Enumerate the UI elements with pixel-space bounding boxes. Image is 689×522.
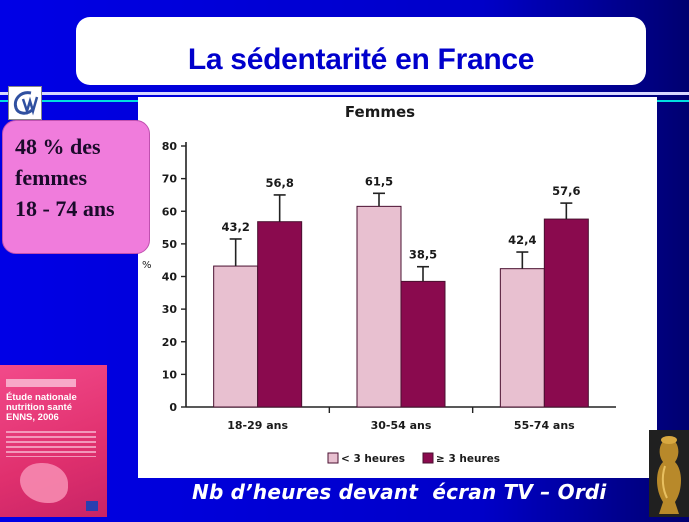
y-axis-label: % xyxy=(142,260,152,271)
data-label: 43,2 xyxy=(221,220,249,234)
callout-line: femmes xyxy=(15,165,88,190)
y-tick-label: 30 xyxy=(162,303,178,316)
bar xyxy=(356,205,402,408)
y-tick-label: 10 xyxy=(162,368,178,381)
y-tick-label: 50 xyxy=(162,238,178,251)
y-tick-label: 70 xyxy=(162,173,178,186)
book-title: Étude nationale nutrition santé ENNS, 20… xyxy=(6,393,104,423)
y-tick-label: 80 xyxy=(162,140,178,153)
bars: 43,2 56,8 61,5 38,5 42,4 57,6 xyxy=(213,174,589,408)
y-tick-label: 60 xyxy=(162,205,178,218)
vase-image xyxy=(649,430,689,517)
bar-chart: Femmes % 0 10 20 30 40 50 60 70 80 18-29 ans 30-54… xyxy=(142,103,616,465)
bar xyxy=(543,218,589,408)
book-title-line: Étude nationale xyxy=(6,392,77,403)
footer-caption: Nb d’heures devant écran TV – Ordi xyxy=(192,480,607,504)
slide-title: La sédentarité en France xyxy=(187,43,535,76)
book-header-bar xyxy=(6,379,76,387)
data-label: 61,5 xyxy=(365,174,393,188)
book-title-line: nutrition santé xyxy=(6,402,72,413)
callout-line: 48 % des xyxy=(15,134,101,159)
report-cover-image: Étude nationale nutrition santé ENNS, 20… xyxy=(0,365,107,517)
bar xyxy=(213,265,259,408)
axes: 0 10 20 30 40 50 60 70 80 18-29 ans 30-54 ans 55-74… xyxy=(162,140,616,432)
data-label: 42,4 xyxy=(508,233,536,247)
bar xyxy=(257,221,303,408)
logo-icon xyxy=(8,86,42,120)
book-figure-image xyxy=(20,463,68,503)
legend-swatch xyxy=(327,452,339,464)
chart-panel: Femmes % 0 10 20 30 40 50 60 70 80 18-29 ans 30-54… xyxy=(138,97,657,478)
bar xyxy=(499,268,545,408)
legend-label: ≥ 3 heures xyxy=(436,453,500,465)
chart-title: Femmes xyxy=(345,103,415,121)
callout-box: 48 % des femmes 18 - 74 ans xyxy=(2,120,150,254)
legend-label: < 3 heures xyxy=(341,453,405,465)
data-label: 56,8 xyxy=(265,176,293,190)
x-tick-label: 18-29 ans xyxy=(227,419,288,432)
book-title-line: ENNS, 2006 xyxy=(6,412,59,423)
y-tick-label: 0 xyxy=(169,401,177,414)
data-label: 38,5 xyxy=(409,248,437,262)
legend-swatch xyxy=(422,452,434,464)
book-text-lines xyxy=(6,431,96,457)
callout-text: 48 % des femmes 18 - 74 ans xyxy=(15,131,143,224)
book-logo-icon xyxy=(86,501,98,511)
title-box: La sédentarité en France xyxy=(76,17,646,85)
bar xyxy=(400,280,446,408)
header-rule xyxy=(0,92,689,95)
data-label: 57,6 xyxy=(552,184,580,198)
x-tick-label: 30-54 ans xyxy=(371,419,432,432)
y-tick-label: 20 xyxy=(162,336,178,349)
x-tick-label: 55-74 ans xyxy=(514,419,575,432)
y-tick-label: 40 xyxy=(162,271,178,284)
legend: < 3 heures ≥ 3 heures xyxy=(327,452,500,465)
callout-line: 18 - 74 ans xyxy=(15,196,115,221)
